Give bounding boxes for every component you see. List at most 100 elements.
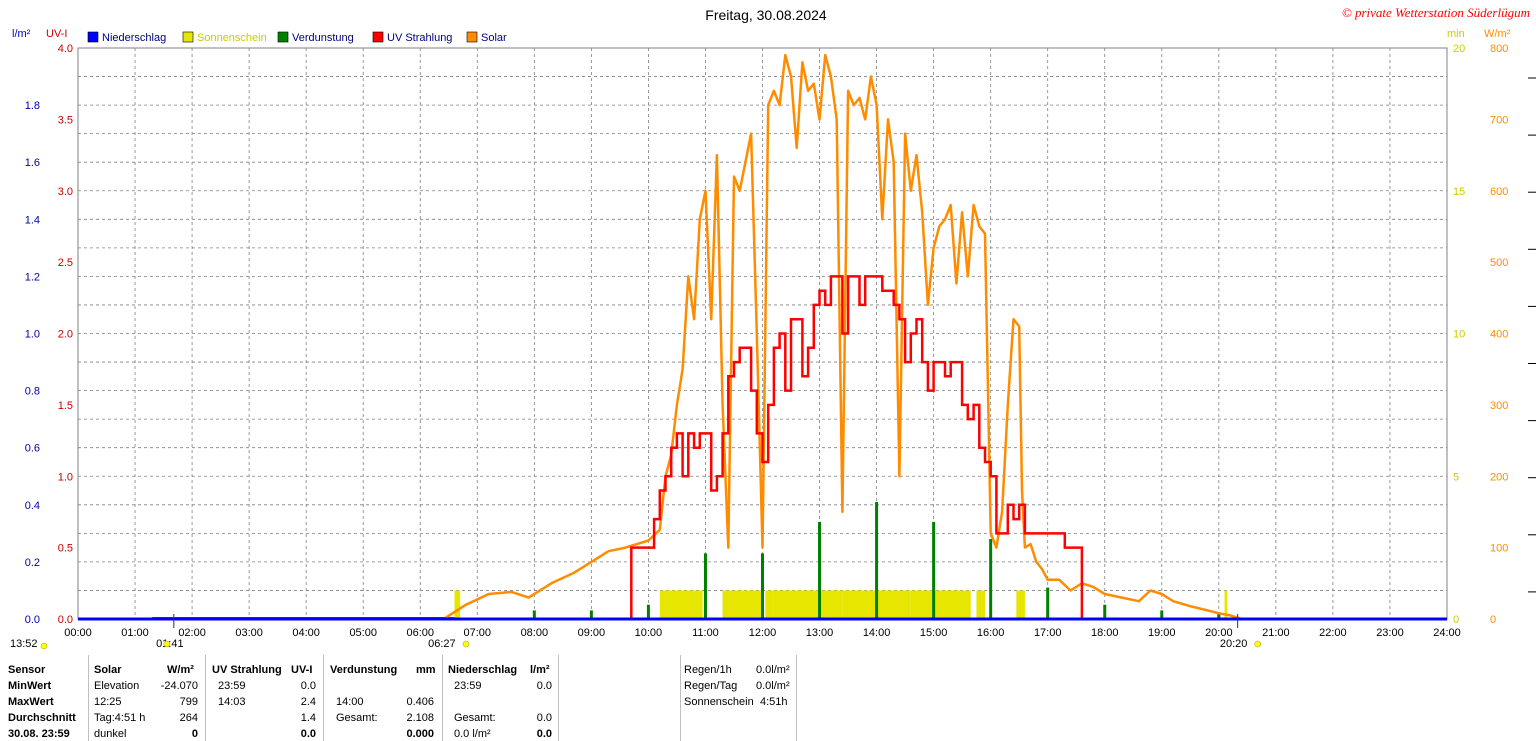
y-tick-rain: 0.8: [25, 386, 40, 398]
extra-value: 0.0l/m²: [756, 680, 790, 692]
chart-title: Freitag, 30.08.2024: [705, 7, 827, 23]
stats-header-rain: Niederschlag: [448, 664, 518, 676]
sunshine-bar: [659, 590, 666, 619]
extra-label: Regen/1h: [684, 664, 732, 676]
x-tick: 04:00: [292, 627, 320, 639]
y-tick-sun-min: 0: [1453, 614, 1459, 626]
stats-cell-evap_b: 2.108: [406, 712, 434, 724]
y-tick-uv: 1.0: [58, 471, 73, 483]
x-tick: 09:00: [578, 627, 606, 639]
y-tick-solar: 0: [1490, 614, 1496, 626]
y-tick-solar: 300: [1490, 400, 1508, 412]
y-tick-solar: 200: [1490, 471, 1508, 483]
axes: 0.0 0.2 0.4 0.6 0.8 1.0 1.2 1.4 1.6 1.8 0.0 0.5 1.0 1…: [10, 43, 1536, 650]
y-tick-rain: 0.2: [25, 557, 40, 569]
sun-marker-icon: [462, 640, 470, 648]
uv-line: [626, 275, 1084, 621]
x-tick: 13:00: [806, 627, 834, 639]
stats-header-evap-unit: mm: [416, 664, 436, 676]
y-tick-rain: 0.4: [25, 500, 40, 512]
stats-cell-solar_b: 799: [179, 696, 198, 708]
y-tick-sun-min: 10: [1453, 329, 1465, 341]
stats-header-solar: Solar: [94, 664, 122, 676]
plot-area: [77, 47, 1448, 621]
x-tick: 17:00: [1034, 627, 1062, 639]
sun-marker-icon: [163, 640, 171, 648]
stats-cell-evap_b: 0.406: [406, 696, 434, 708]
x-tick: 03:00: [235, 627, 263, 639]
stats-cell-rain_a: 0.0 l/m²: [454, 728, 491, 740]
y-tick-rain: 1.4: [25, 214, 40, 226]
stats-cell-label: MinWert: [8, 680, 52, 692]
y-tick-uv: 3.5: [58, 114, 73, 126]
sunshine-bar: [976, 590, 985, 619]
extra-label: Regen/Tag: [684, 680, 738, 692]
sun-marker-icon: [40, 642, 48, 650]
x-tick: 05:00: [349, 627, 377, 639]
stats-cell-solar_b: 0: [191, 728, 198, 740]
sunshine-bar: [765, 590, 774, 619]
weather-chart: Freitag, 30.08.2024 © private Wetterstat…: [10, 5, 1536, 650]
stats-cell-uv_b: 1.4: [300, 712, 316, 724]
stats-cell-solar_b: -24.070: [160, 680, 198, 692]
stats-cell-solar_b: 264: [179, 712, 198, 724]
stats-cell-solar_a: Elevation: [94, 680, 140, 692]
legend-swatch: [372, 31, 384, 43]
y-tick-uv: 1.5: [58, 400, 73, 412]
stats-cell-rain_b: 0.0: [536, 712, 552, 724]
sunshine-bar: [454, 590, 461, 619]
stats-header-evap: Verdunstung: [330, 664, 398, 676]
stats-header-rain-unit: l/m²: [530, 664, 550, 676]
stats-cell-evap_b: 0.000: [406, 728, 434, 740]
y-tick-uv: 4.0: [58, 43, 73, 55]
stats-cell-uv_a: 14:03: [218, 696, 246, 708]
stats-cell-uv_b: 0.0: [300, 680, 316, 692]
sunshine-bar: [773, 590, 843, 619]
x-tick: 12:00: [749, 627, 777, 639]
y-tick-solar: 700: [1490, 114, 1508, 126]
copyright-text: © private Wetterstation Süderlügum: [1342, 5, 1530, 20]
stats-cell-label: Durchschnitt: [8, 712, 76, 724]
y-tick-uv: 0.5: [58, 543, 73, 555]
y-tick-rain: 0.6: [25, 443, 40, 455]
legend-swatch: [87, 31, 99, 43]
extra-value: 4:51h: [760, 696, 788, 708]
y-tick-uv: 2.5: [58, 257, 73, 269]
right-axis-unit-solar: W/m²: [1484, 28, 1511, 40]
solar-line: [445, 53, 1242, 621]
event-label: 20:20: [1220, 638, 1248, 650]
legend-swatch: [182, 31, 194, 43]
y-tick-rain: 1.6: [25, 157, 40, 169]
stats-cell-rain_b: 0.0: [536, 680, 552, 692]
x-tick: 00:00: [64, 627, 92, 639]
y-tick-uv: 0.0: [58, 614, 73, 626]
x-tick: 07:00: [464, 627, 492, 639]
left-axis-unit-uv: UV-I: [46, 28, 67, 40]
legend-label: Verdunstung: [292, 32, 354, 44]
y-tick-solar: 500: [1490, 257, 1508, 269]
y-tick-uv: 2.0: [58, 329, 73, 341]
stats-cell-rain_b: 0.0: [536, 728, 552, 740]
legend-label: Sonnenschein: [197, 32, 267, 44]
x-tick: 16:00: [977, 627, 1005, 639]
sun-marker-icon: [1254, 640, 1261, 648]
stats-cell-evap_a: 14:00: [336, 696, 364, 708]
y-tick-rain: 1.2: [25, 271, 40, 283]
event-label: 06:27: [428, 638, 456, 650]
legend-label: Niederschlag: [102, 32, 166, 44]
x-tick: 10:00: [635, 627, 663, 639]
x-tick: 18:00: [1091, 627, 1119, 639]
y-tick-sun-min: 5: [1453, 471, 1459, 483]
y-tick-sun-min: 20: [1453, 43, 1465, 55]
stats-cell-label: 30.08. 23:59: [8, 728, 70, 740]
left-axis-unit-rain: l/m²: [12, 28, 31, 40]
x-tick: 19:00: [1148, 627, 1176, 639]
y-tick-sun-min: 15: [1453, 186, 1465, 198]
stats-cell-uv_b: 0.0: [300, 728, 316, 740]
stats-cell-rain_a: 23:59: [454, 680, 482, 692]
stats-cell-rain_a: Gesamt:: [454, 712, 496, 724]
extra-value: 0.0l/m²: [756, 664, 790, 676]
sunshine-bar: [910, 590, 971, 619]
stats-header-uv-unit: UV-I: [291, 664, 313, 676]
extra-label: Sonnenschein: [684, 696, 754, 708]
